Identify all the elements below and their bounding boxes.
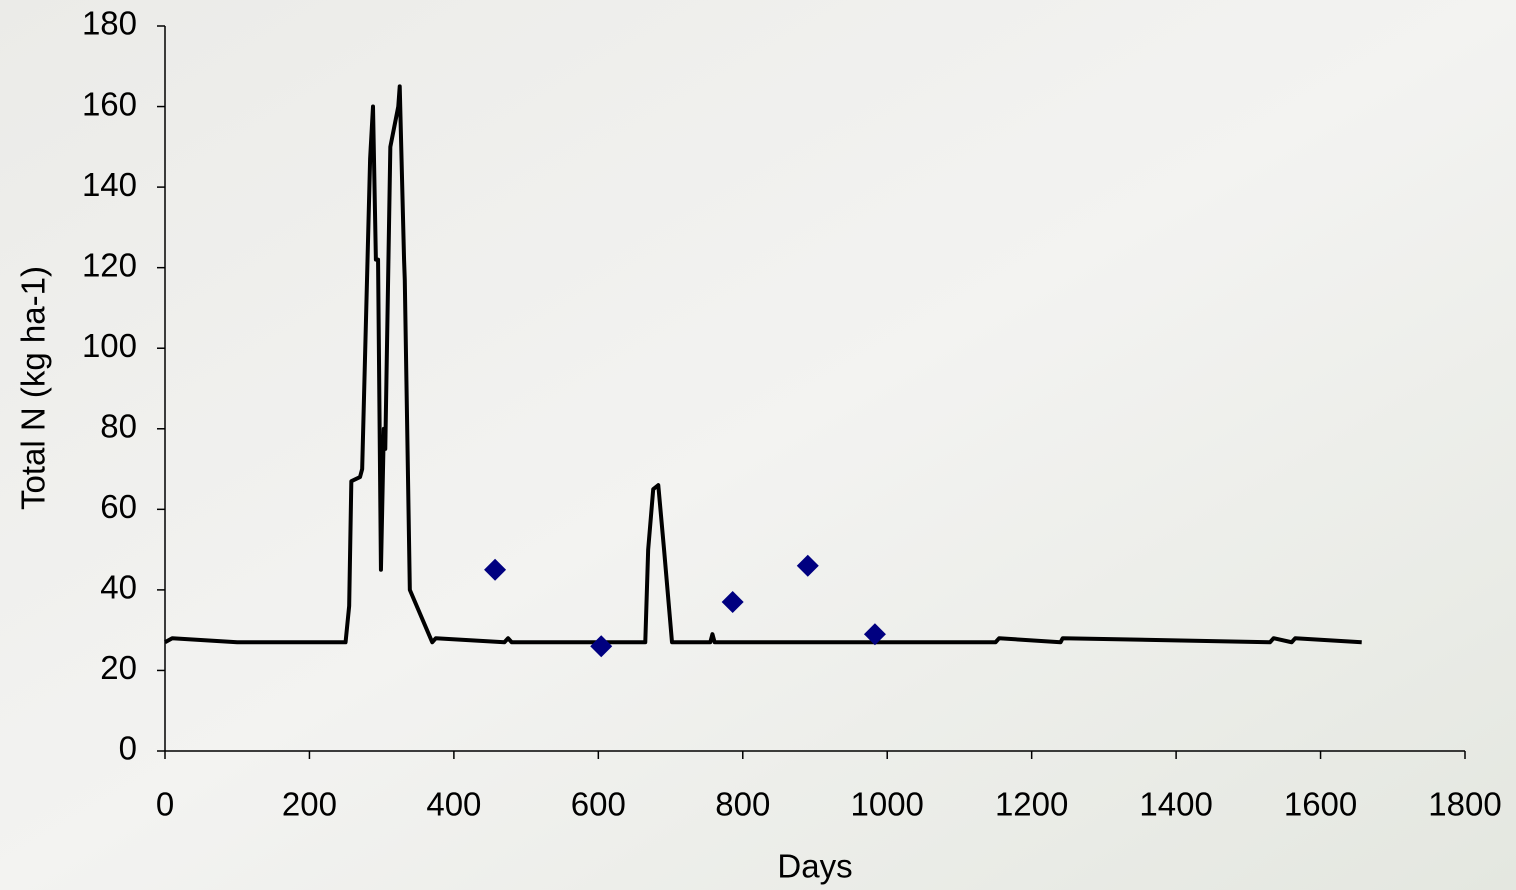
data-line [164, 84, 1362, 645]
x-tick-label: 0 [156, 786, 174, 823]
data-point [484, 558, 507, 581]
data-point [590, 635, 613, 658]
y-tick-label: 0 [119, 730, 137, 767]
y-tick-label: 120 [82, 246, 137, 283]
data-point [796, 554, 819, 577]
y-tick-label: 60 [100, 488, 137, 525]
x-tick-label: 1400 [1139, 786, 1212, 823]
y-tick-label: 20 [100, 649, 137, 686]
data-point [721, 590, 744, 613]
x-axis-label: Days [777, 848, 852, 885]
y-tick-label: 100 [82, 327, 137, 364]
y-tick-label: 160 [82, 85, 137, 122]
x-tick-label: 400 [426, 786, 481, 823]
y-axis-label: Total N (kg ha-1) [15, 266, 52, 510]
y-tick-label: 80 [100, 407, 137, 444]
x-tick-label: 600 [571, 786, 626, 823]
x-tick-label: 1000 [851, 786, 924, 823]
y-tick-label: 180 [82, 5, 137, 42]
x-tick-label: 800 [715, 786, 770, 823]
x-tick-label: 1600 [1284, 786, 1357, 823]
x-tick-label: 1200 [995, 786, 1068, 823]
x-tick-label: 1800 [1428, 786, 1501, 823]
y-tick-label: 40 [100, 569, 137, 606]
data-point [863, 623, 886, 646]
x-tick-label: 200 [282, 786, 337, 823]
y-tick-label: 140 [82, 166, 137, 203]
